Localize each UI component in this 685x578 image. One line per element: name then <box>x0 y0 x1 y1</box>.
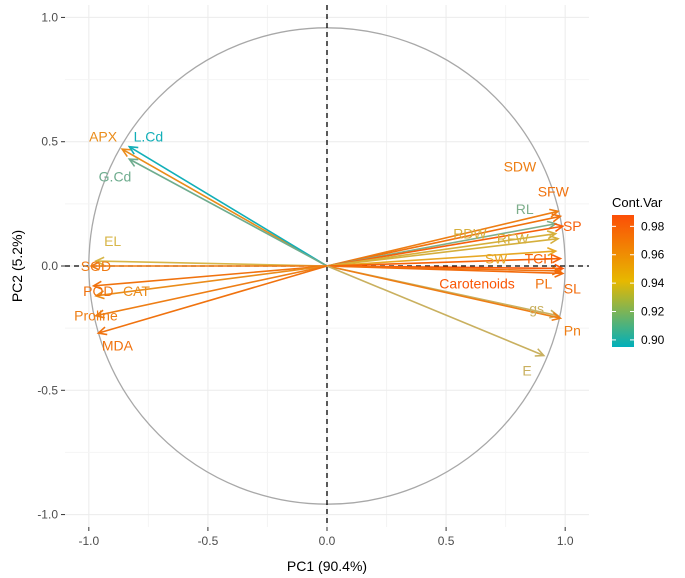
legend-colorbar <box>612 215 634 347</box>
label-el: EL <box>104 233 121 249</box>
label-pl: PL <box>535 275 552 291</box>
arrow-rdw <box>326 232 556 267</box>
x-axis-ticks: -1.0 -0.5 0.0 0.5 1.0 <box>78 527 574 548</box>
x-axis-title: PC1 (90.4%) <box>287 558 367 574</box>
label-e: E <box>522 362 531 378</box>
legend-tick-label-0: 0.90 <box>641 333 665 347</box>
x-tick-label-2: 0.0 <box>319 534 336 548</box>
arrow-pod <box>93 265 328 287</box>
arrow-mda <box>98 265 328 334</box>
x-tick-label-3: 0.5 <box>438 534 455 548</box>
label-sfw: SFW <box>538 183 570 199</box>
arrow-e <box>326 265 545 357</box>
arrowhead-sp <box>553 222 565 233</box>
arrowhead-sl <box>554 268 565 278</box>
arrow-pn <box>326 265 561 319</box>
legend-tick-label-4: 0.98 <box>641 219 665 233</box>
legend-title: Cont.Var <box>612 195 663 210</box>
variable-arrows <box>89 145 565 357</box>
label-proline: Proline <box>74 308 118 324</box>
arrowhead-pn <box>551 311 563 322</box>
arrowhead-apx <box>120 148 132 158</box>
arrow-sfw <box>326 215 561 267</box>
arrowhead-tch <box>551 254 563 264</box>
y-tick-label-3: 0.5 <box>41 135 58 149</box>
y-tick-label-1: -0.5 <box>37 383 58 397</box>
y-tick-label-4: 1.0 <box>41 10 58 24</box>
arrowhead-pod <box>91 280 103 290</box>
arrow-g-cd <box>128 158 328 267</box>
arrow-sl <box>326 265 563 275</box>
arrow-cat <box>95 265 328 297</box>
arrow-proline <box>95 265 328 317</box>
legend-tick-label-2: 0.94 <box>641 276 665 290</box>
label-cat: CAT <box>123 283 150 299</box>
arrowhead-l-cd <box>127 145 139 155</box>
y-tick-label-2: 0.0 <box>41 259 58 273</box>
arrow-apx <box>121 148 328 267</box>
arrowhead-e <box>534 348 546 357</box>
label-sdw: SDW <box>504 159 537 175</box>
label-sw: SW <box>485 251 508 267</box>
legend-tick-label-3: 0.96 <box>641 248 665 262</box>
variable-labels: APX L.Cd G.Cd EL SOD POD CAT Proline MDA SDWSFWRL… <box>74 129 582 379</box>
label-rdw: RDW <box>453 226 487 242</box>
arrowhead-mda <box>96 326 108 336</box>
label-pod: POD <box>83 283 113 299</box>
label-rl: RL <box>516 201 534 217</box>
y-axis-ticks: -1.0 -0.5 0.0 0.5 1.0 <box>37 10 65 522</box>
label-carotenoids: Carotenoids <box>439 275 515 291</box>
x-tick-label-0: -1.0 <box>78 534 99 548</box>
label-mda: MDA <box>102 338 134 354</box>
arrow-l-cd <box>128 146 328 267</box>
arrowhead-g-cd <box>127 158 139 167</box>
arrow-sp <box>326 225 563 267</box>
label-pn: Pn <box>564 323 581 339</box>
y-axis-title: PC2 (5.2%) <box>9 230 25 302</box>
label-sp: SP <box>563 218 582 234</box>
arrow-sdw <box>326 210 559 267</box>
x-tick-label-4: 1.0 <box>557 534 574 548</box>
arrow-rfw <box>326 237 559 267</box>
label-sod: SOD <box>81 258 111 274</box>
arrowhead-rfw <box>549 234 560 245</box>
arrow-el <box>95 260 328 267</box>
arrowhead-sod <box>89 261 100 271</box>
arrow-tch <box>326 257 561 267</box>
label-tch: TCH <box>525 251 554 267</box>
arrowhead-cat <box>94 290 105 300</box>
arrowhead-proline <box>94 309 105 319</box>
label-apx: APX <box>89 129 118 145</box>
arrow-sw <box>326 250 556 267</box>
legend-tick-label-1: 0.92 <box>641 305 665 319</box>
arrowhead-el <box>94 256 105 266</box>
label-rfw: RFW <box>497 231 530 247</box>
label-gs: gs <box>529 300 544 316</box>
arrowhead-sw <box>547 246 558 257</box>
x-tick-label-1: -0.5 <box>198 534 219 548</box>
legend: Cont.Var 0.90 0.92 0.94 0.96 0.98 <box>612 195 665 347</box>
y-tick-label-0: -1.0 <box>37 508 58 522</box>
arrowhead-rdw <box>546 230 558 240</box>
arrowhead-sfw <box>551 213 563 223</box>
label-l-cd: L.Cd <box>134 129 164 145</box>
label-g-cd: G.Cd <box>99 169 132 185</box>
label-sl: SL <box>564 280 581 296</box>
legend-ticks: 0.90 0.92 0.94 0.96 0.98 <box>612 219 665 347</box>
